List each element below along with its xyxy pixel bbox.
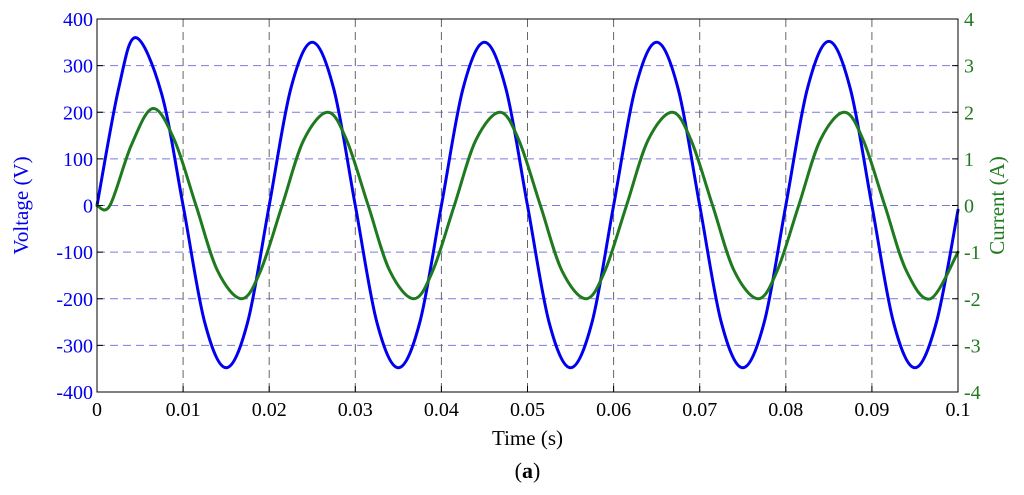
y-tick-label-right: 4	[964, 9, 974, 31]
y-tick-label-left: 100	[63, 149, 93, 171]
y-tick-label-left: -100	[56, 242, 93, 264]
current-series-line	[95, 107, 960, 301]
y-tick-label-right: 0	[964, 196, 974, 218]
y-tick-label-left: -300	[56, 335, 93, 357]
y-tick-label-right: -1	[964, 242, 981, 264]
x-tick-label: 0.04	[424, 399, 459, 421]
y-tick-label-left: 0	[83, 196, 93, 218]
x-tick-label: 0.05	[510, 399, 545, 421]
y-tick-label-right: 1	[964, 149, 974, 171]
y-tick-label-left: 400	[63, 9, 93, 31]
y-tick-label-left: -200	[56, 289, 93, 311]
voltage-series-line	[95, 36, 960, 370]
y-tick-label-right: 2	[964, 102, 974, 124]
x-tick-label: 0.06	[596, 399, 631, 421]
series-layer	[95, 36, 960, 370]
x-axis-label: Time (s)	[492, 426, 563, 450]
y-tick-label-right: 3	[964, 56, 974, 78]
y-tick-label-right: -3	[964, 335, 981, 357]
x-tick-label: 0	[92, 399, 102, 421]
y-tick-label-right: -4	[964, 382, 981, 404]
y-axis-label-left: Voltage (V)	[9, 156, 33, 254]
y-tick-label-left: 300	[63, 56, 93, 78]
ticks: 400 300 200 100 0 -100 -200 -300 -400 4 3 2 1 0 -1 -2 -3…	[56, 9, 980, 421]
x-tick-label: 0.09	[854, 399, 889, 421]
x-tick-label: 0.03	[338, 399, 373, 421]
x-tick-label: 0.02	[252, 399, 287, 421]
x-tick-label: 0.1	[946, 399, 971, 421]
y-tick-label-right: -2	[964, 289, 981, 311]
x-tick-label: 0.08	[768, 399, 803, 421]
figure-caption: (a)	[515, 458, 541, 483]
y-axis-label-right: Current (A)	[985, 156, 1009, 255]
x-tick-label: 0.07	[682, 399, 717, 421]
x-tick-label: 0.01	[166, 399, 201, 421]
caption-letter: a	[522, 458, 533, 483]
y-tick-label-left: -400	[56, 382, 93, 404]
y-tick-label-left: 200	[63, 102, 93, 124]
